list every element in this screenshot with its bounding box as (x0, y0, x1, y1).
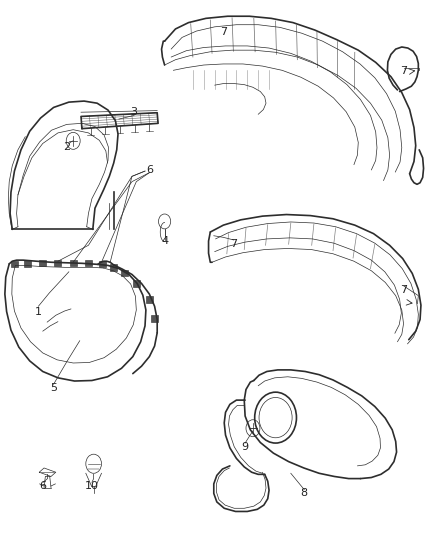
Text: 3: 3 (131, 107, 138, 117)
Bar (146, 296, 153, 303)
Bar (24, 260, 31, 266)
Text: 4: 4 (161, 236, 168, 246)
Bar (151, 316, 158, 321)
Bar (110, 264, 117, 271)
Bar (11, 261, 18, 267)
Text: 6: 6 (40, 481, 47, 491)
Text: 7: 7 (400, 285, 407, 295)
Text: 6: 6 (146, 165, 153, 175)
Bar (39, 260, 46, 266)
Bar (133, 280, 140, 287)
Text: 9: 9 (241, 442, 249, 452)
Text: 7: 7 (220, 27, 227, 37)
Bar (54, 260, 61, 266)
Text: 1: 1 (35, 306, 42, 317)
Bar (85, 260, 92, 266)
Text: 10: 10 (85, 481, 99, 491)
Text: 7: 7 (230, 239, 237, 249)
Text: 2: 2 (63, 142, 70, 152)
Bar (99, 261, 106, 267)
Bar (120, 270, 127, 276)
Bar (70, 260, 77, 266)
Text: 5: 5 (50, 383, 57, 393)
Text: 8: 8 (301, 488, 308, 498)
Text: 7: 7 (400, 67, 407, 76)
